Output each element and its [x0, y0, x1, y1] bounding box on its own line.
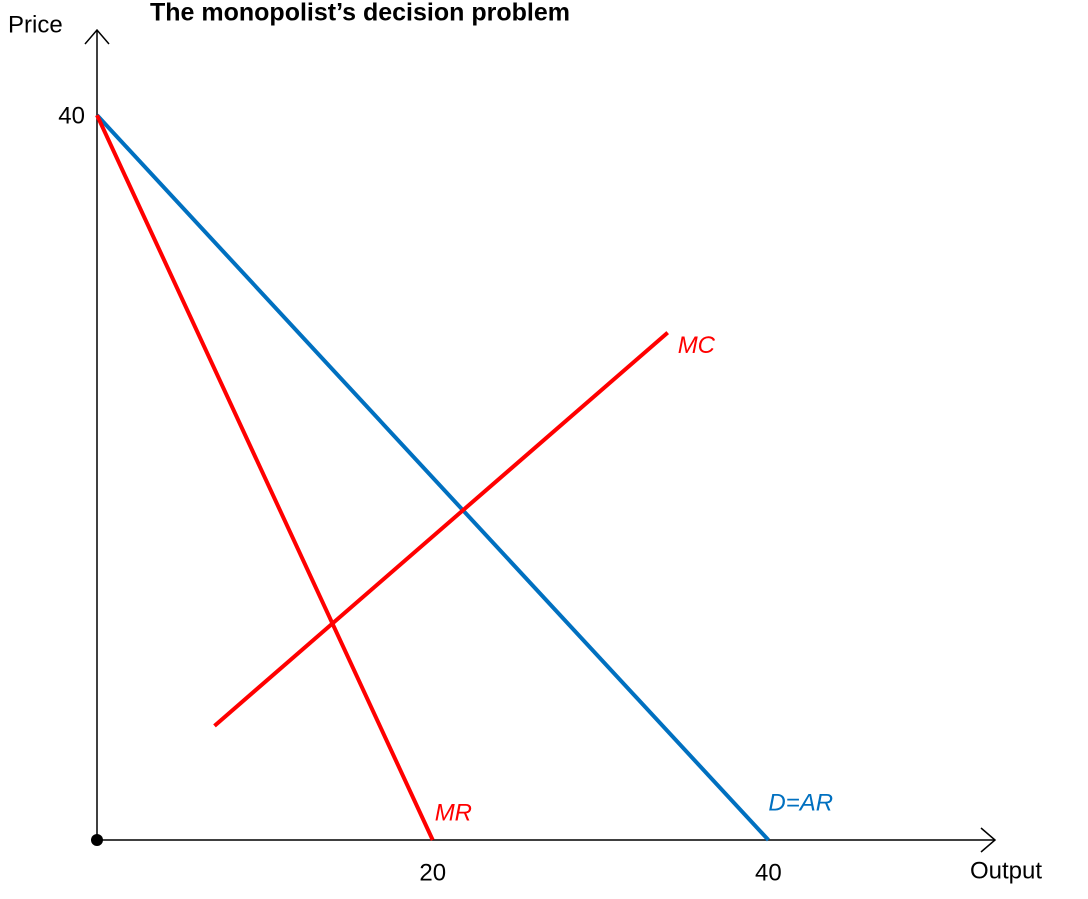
series-label: D=AR — [768, 789, 833, 816]
x-axis-label: Output — [970, 857, 1042, 884]
y-tick-label: 40 — [58, 103, 85, 130]
x-axis-arrow — [980, 827, 997, 853]
series-label: MR — [435, 799, 472, 826]
y-axis-arrow — [84, 28, 110, 45]
series-line — [95, 114, 435, 841]
axes — [84, 28, 997, 853]
chart-title: The monopolist’s decision problem — [150, 0, 570, 27]
series-line — [95, 113, 770, 842]
series-label: MC — [678, 332, 716, 359]
origin-dot — [91, 834, 103, 846]
series-line — [213, 331, 670, 728]
x-tick-label: 40 — [755, 859, 782, 886]
x-tick-label: 20 — [419, 859, 446, 886]
y-axis-label: Price — [8, 11, 63, 38]
